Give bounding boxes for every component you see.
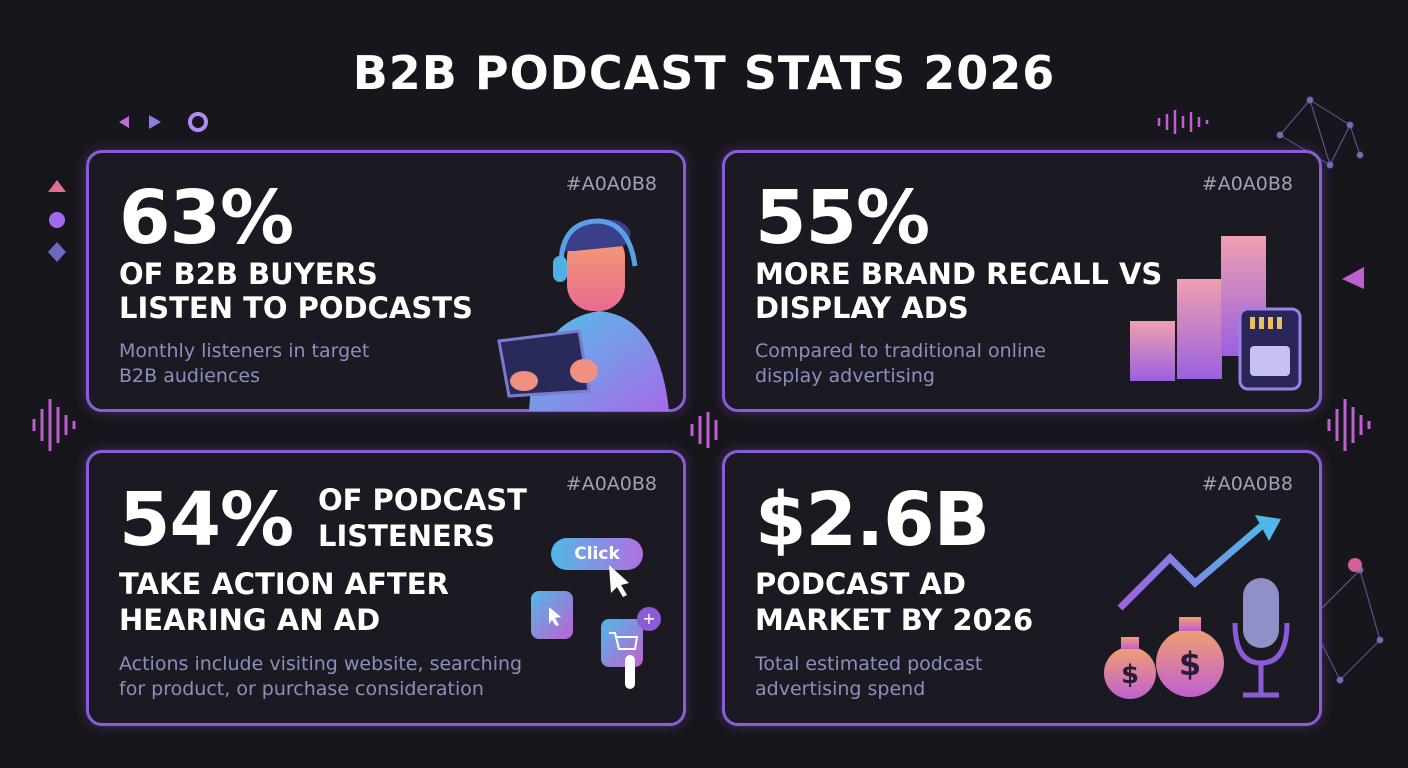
dot-icon [1348,558,1362,572]
hex-label: #A0A0B8 [1201,173,1293,195]
stat-description: B2B audiences [119,365,260,387]
stat-headline: OF B2B BUYERS [119,257,378,291]
soundwave-icon [1157,110,1209,134]
svg-text:+: + [642,609,655,628]
soundwave-icon [690,412,718,448]
stat-headline: TAKE ACTION AFTER [119,567,449,601]
stat-headline: OF PODCAST [318,483,527,517]
stat-card-brand-recall: #A0A0B8 55% MORE BRAND RECALL VS DISPLAY… [722,150,1322,412]
hex-label: #A0A0B8 [565,173,657,195]
soundwave-icon [32,399,76,451]
click-cart-icon: + [531,565,661,689]
stat-description: advertising spend [755,678,926,700]
stat-description: Compared to traditional online [755,340,1046,362]
stat-description: display advertising [755,365,935,387]
stat-card-ad-market: #A0A0B8 $2.6B PODCAST AD MARKET BY 2026 … [722,450,1322,726]
svg-text:$: $ [1121,660,1139,690]
stat-card-take-action: #A0A0B8 54% OF PODCAST LISTENERS TAKE AC… [86,450,686,726]
click-button-illustration: Click [551,538,643,570]
stat-card-buyers: #A0A0B8 63% OF B2B BUYERS LISTEN TO PODC… [86,150,686,412]
money-bags-microphone-icon: $ $ [1104,515,1290,699]
stat-headline: LISTENERS [318,519,496,553]
person-headphones-tablet-icon [497,218,669,411]
stat-headline: HEARING AN AD [119,603,381,637]
page-title: B2B PODCAST STATS 2026 [352,46,1056,100]
stat-description: for product, or purchase consideration [119,678,484,700]
hex-label: #A0A0B8 [1201,473,1293,495]
stat-description: Actions include visiting website, search… [119,653,523,675]
stat-headline: LISTEN TO PODCASTS [119,291,473,325]
triangle-icon [1342,267,1364,289]
shapes-icon [48,180,66,262]
stat-value: 63% [119,175,294,261]
play-controls-icon [119,112,208,132]
stat-description: Monthly listeners in target [119,340,370,362]
svg-text:$: $ [1179,645,1201,683]
stat-value: $2.6B [755,477,990,563]
stat-description: Total estimated podcast [755,653,983,675]
stat-value: 54% [119,477,294,563]
stat-value: 55% [755,175,930,261]
soundwave-icon [1327,399,1371,451]
stat-headline: MARKET BY 2026 [755,603,1034,637]
stat-headline: DISPLAY ADS [755,291,969,325]
hex-label: #A0A0B8 [565,473,657,495]
stat-headline: MORE BRAND RECALL VS [755,257,1163,291]
stat-headline: PODCAST AD [755,567,966,601]
bar-chart-memory-card-icon [1130,236,1302,391]
